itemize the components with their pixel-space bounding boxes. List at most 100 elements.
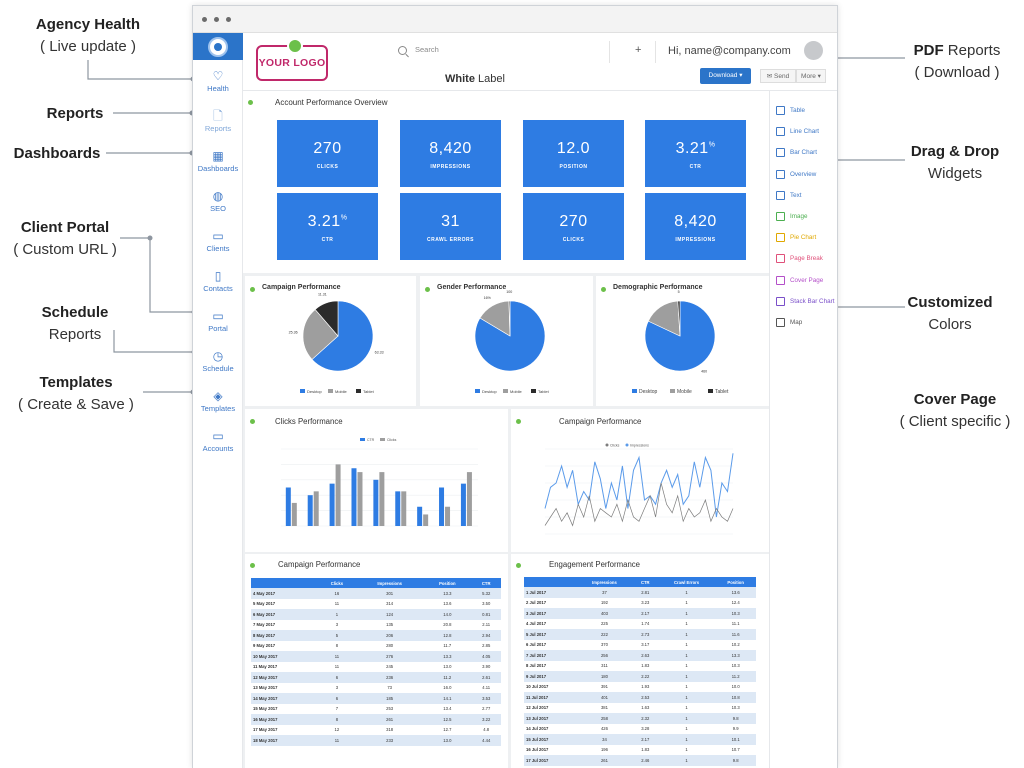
more-button[interactable]: More ▾ bbox=[796, 69, 826, 83]
pie-panel[interactable]: Campaign Performance 63.33 25.36 11.31 Deskt… bbox=[245, 276, 416, 406]
drag-drop-subtitle: Widgets bbox=[927, 165, 983, 182]
metric-tile[interactable]: 12.0 POSITION bbox=[523, 120, 624, 187]
legend-swatch bbox=[531, 389, 536, 393]
metric-tile[interactable]: 3.21% CTR bbox=[277, 193, 378, 260]
widget-image[interactable]: Image bbox=[776, 212, 808, 222]
your-logo[interactable]: YOUR LOGO bbox=[256, 38, 328, 81]
overview-panel[interactable]: Account Performance Overview 270 CLICKS 8,… bbox=[243, 91, 769, 273]
widget-page-break[interactable]: Page Break bbox=[776, 254, 823, 264]
widget-text[interactable]: Text bbox=[776, 190, 802, 201]
table-cell: 3.50 bbox=[482, 601, 491, 607]
column-header[interactable]: Impressions bbox=[356, 578, 424, 588]
pie-chart: 460 5 Desktop Mobile Tablet bbox=[632, 290, 729, 395]
bar-chart-icon bbox=[776, 148, 785, 158]
clicks-performance-panel[interactable]: Clicks Performance CTR Clicks bbox=[245, 409, 508, 552]
grid-icon: ▦ bbox=[212, 149, 224, 163]
campaign-table-panel[interactable]: Campaign Performance Clicks Impressions Po… bbox=[245, 554, 508, 768]
table-cell: 37 bbox=[576, 587, 633, 598]
pie-chart: 16% 100 Desktop Mobile Tablet bbox=[474, 290, 550, 394]
widget-bar-chart[interactable]: Bar Chart bbox=[776, 148, 817, 158]
agency-health-subtitle: ( Live update ) bbox=[40, 38, 136, 55]
metric-tile[interactable]: 270 CLICKS bbox=[277, 120, 378, 187]
pie-panel[interactable]: Gender Performance 16% 100 Desktop Mobile Tab… bbox=[420, 276, 593, 406]
widget-cover-page[interactable]: Cover Page bbox=[776, 275, 823, 286]
metric-number: 3.21 bbox=[307, 213, 341, 230]
metric-label: POSITION bbox=[559, 164, 588, 170]
customized-subtitle: Colors bbox=[928, 316, 972, 333]
metric-tile[interactable]: 8,420 IMPRESSIONS bbox=[400, 120, 501, 187]
widget-label: Image bbox=[790, 213, 808, 221]
sidebar-item-accounts[interactable]: ▭ Accounts bbox=[193, 429, 243, 454]
table-cell: 3.22 bbox=[471, 714, 501, 725]
table-row: 6 Jul 2017 370 3.17 1 10.2 bbox=[524, 640, 756, 651]
sidebar-item-portal[interactable]: ▭ Portal bbox=[193, 309, 243, 334]
widget-line-chart[interactable]: Line Chart bbox=[776, 127, 819, 137]
legend-marker bbox=[605, 443, 609, 447]
user-greeting[interactable]: Hi, name@company.com bbox=[668, 45, 791, 57]
schedule-annotation: Schedule Reports bbox=[22, 302, 128, 346]
sidebar-item-reports[interactable]: 🗋 Reports bbox=[193, 109, 243, 134]
metric-number: 3.21 bbox=[675, 140, 709, 157]
metric-tile[interactable]: 3.21% CTR bbox=[645, 120, 746, 187]
sidebar-item-health[interactable]: ♡ Health bbox=[193, 69, 243, 94]
window-dot-icon[interactable] bbox=[214, 17, 219, 22]
table-cell: 233 bbox=[356, 735, 424, 746]
sidebar-item-contacts[interactable]: ▯ Contacts bbox=[193, 269, 243, 294]
metric-tile[interactable]: 270 CLICKS bbox=[523, 193, 624, 260]
column-header[interactable] bbox=[524, 577, 577, 587]
metric-tile[interactable]: 8,420 IMPRESSIONS bbox=[645, 193, 746, 260]
avatar[interactable] bbox=[804, 41, 823, 60]
legend-label: Mobile bbox=[510, 389, 523, 394]
widget-label: Map bbox=[790, 319, 803, 327]
column-header[interactable]: Position bbox=[423, 578, 472, 588]
widget-stack-bar-chart[interactable]: Stack Bar Chart bbox=[776, 296, 835, 307]
column-header[interactable]: CTR bbox=[632, 577, 658, 587]
app-logo[interactable] bbox=[193, 33, 243, 60]
table-cell: 9.9 bbox=[732, 726, 739, 732]
widget-table[interactable]: Table bbox=[776, 106, 805, 116]
table-cell: 2.17 bbox=[632, 608, 658, 619]
table-cell: 1 bbox=[657, 692, 716, 703]
column-header[interactable]: Clicks bbox=[317, 578, 357, 588]
column-header[interactable]: Impressions bbox=[576, 577, 633, 587]
metric-tile[interactable]: 31 CRAWL ERRORS bbox=[400, 193, 501, 260]
campaign-line-panel[interactable]: Campaign Performance Clicks Impressions bbox=[511, 409, 769, 552]
sidebar-item-label: Schedule bbox=[202, 364, 234, 373]
table-cell: 2.61 bbox=[471, 672, 501, 683]
pie-title: Demographic Performance bbox=[613, 284, 703, 291]
table-cell: 1 Jul 2017 bbox=[524, 587, 577, 598]
sidebar-item-label: Templates bbox=[200, 404, 236, 413]
widget-label: Stack Bar Chart bbox=[790, 297, 835, 305]
download-button[interactable]: Download ▾ bbox=[700, 68, 751, 84]
table-cell: 11 bbox=[317, 735, 357, 746]
agency-health-title: Agency Health bbox=[35, 16, 141, 33]
image-icon bbox=[776, 212, 785, 221]
phone-icon: ▯ bbox=[214, 269, 222, 283]
widget-map[interactable]: Map bbox=[776, 318, 802, 328]
table-row: 17 May 2017 12 318 12.7 4.8 bbox=[251, 725, 501, 736]
sidebar-item-clients[interactable]: ▭ Clients bbox=[193, 229, 243, 254]
window-dot-icon[interactable] bbox=[202, 17, 207, 22]
widget-pie-chart[interactable]: Pie Chart bbox=[776, 233, 816, 243]
send-button[interactable]: ✉ Send bbox=[760, 69, 796, 83]
line-chart: Clicks Impressions bbox=[544, 443, 734, 535]
pie-panel[interactable]: Demographic Performance 460 5 Desktop Mobile… bbox=[596, 276, 769, 406]
sidebar-item-schedule[interactable]: ◷ Schedule bbox=[193, 349, 243, 374]
window-dot-icon[interactable] bbox=[226, 17, 231, 22]
add-button[interactable]: + bbox=[635, 44, 642, 56]
widget-overview[interactable]: Overview bbox=[776, 169, 816, 180]
engagement-table-panel[interactable]: Engagement Performance Impressions CTR Cra… bbox=[511, 554, 769, 768]
sidebar-item-templates[interactable]: ◈ Templates bbox=[193, 389, 243, 414]
table-cell: 9 Jul 2017 bbox=[524, 671, 577, 682]
table-cell: 11.2 bbox=[715, 671, 756, 682]
table-row: 8 Jul 2017 311 1.83 1 10.3 bbox=[524, 661, 756, 672]
sidebar-item-label: Clients bbox=[206, 244, 230, 253]
column-header[interactable] bbox=[251, 578, 318, 588]
column-header[interactable]: Crawl Errors bbox=[657, 577, 716, 587]
sidebar-item-seo[interactable]: ◍ SEO bbox=[193, 189, 243, 214]
sidebar-item-dashboards[interactable]: ▦ Dashboards bbox=[193, 149, 243, 174]
column-header[interactable]: Position bbox=[715, 577, 756, 587]
pie-data-label: 5 bbox=[678, 290, 680, 294]
search-input[interactable]: Search bbox=[398, 41, 606, 59]
column-header[interactable]: CTR bbox=[471, 578, 501, 588]
